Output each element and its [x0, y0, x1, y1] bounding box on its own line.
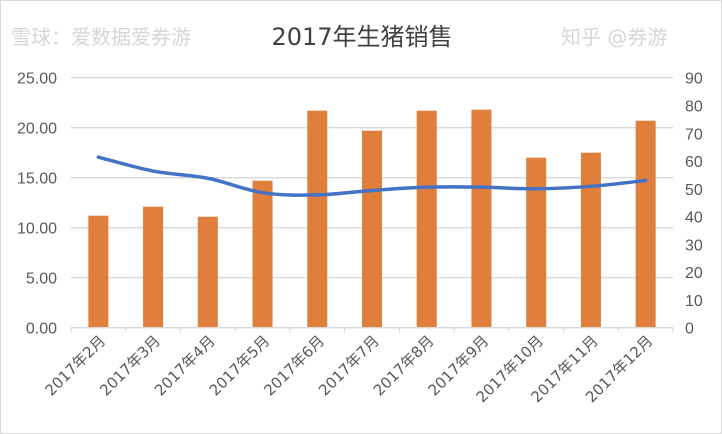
bar: [307, 110, 328, 328]
bar: [143, 206, 164, 328]
bar: [88, 215, 109, 328]
right-axis-tick: 0: [685, 321, 694, 338]
bar: [197, 216, 218, 328]
left-axis-tick: 5.00: [26, 271, 57, 288]
left-axis-tick: 0.00: [26, 321, 57, 338]
right-axis-tick: 30: [685, 237, 703, 254]
left-axis-tick: 25.00: [17, 71, 57, 88]
bar: [526, 157, 547, 328]
watermark-xueqiu: 雪球：爱数据爱券游: [11, 25, 191, 49]
bar: [252, 180, 273, 328]
right-axis-tick: 50: [685, 182, 703, 199]
right-axis-tick: 20: [685, 265, 703, 282]
right-axis-tick: 90: [685, 71, 703, 88]
bar: [580, 152, 601, 328]
watermark-zhihu: 知乎 @券游: [561, 25, 668, 49]
right-axis-tick: 10: [685, 293, 703, 310]
bar: [416, 110, 437, 328]
left-axis-tick: 20.00: [17, 121, 57, 138]
bar: [635, 120, 656, 328]
right-axis-tick: 70: [685, 126, 703, 143]
bar: [471, 109, 492, 328]
right-axis-tick: 80: [685, 98, 703, 115]
right-axis-tick: 40: [685, 210, 703, 227]
left-axis-tick: 10.00: [17, 221, 57, 238]
right-axis-tick: 60: [685, 154, 703, 171]
left-axis-tick: 15.00: [17, 171, 57, 188]
bar: [362, 130, 382, 328]
chart-title: 2017年生猪销售: [271, 23, 453, 51]
